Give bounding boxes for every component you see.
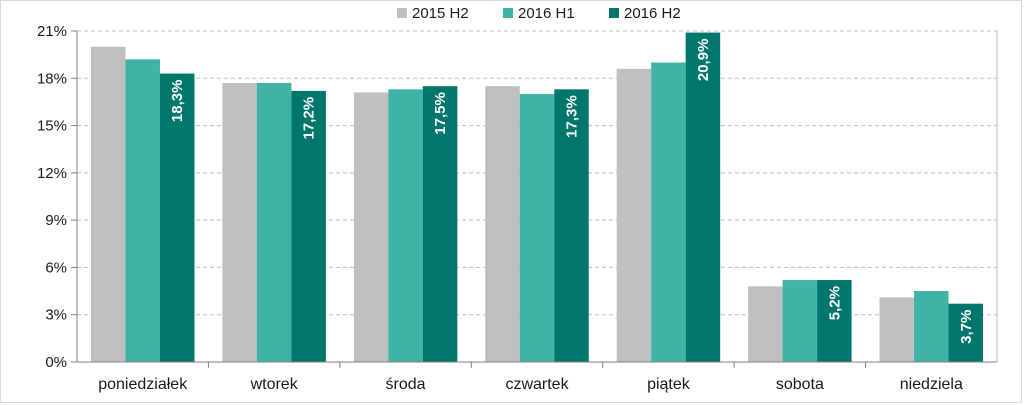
bar-2016-h1 <box>914 291 949 362</box>
x-category-label: piątek <box>647 376 691 393</box>
bar-2015-h2 <box>485 86 520 363</box>
bar-2016-h1 <box>256 83 292 362</box>
legend-label: 2016 H2 <box>624 5 681 22</box>
y-tick-label: 3% <box>45 307 67 324</box>
legend-label: 2015 H2 <box>412 5 469 22</box>
axes <box>76 31 997 368</box>
x-category-label: niedziela <box>900 376 963 393</box>
legend-label: 2016 H1 <box>518 5 575 22</box>
bar-2016-h1 <box>651 62 686 363</box>
legend-swatch <box>609 8 619 18</box>
bar-2015-h2 <box>90 46 126 363</box>
y-tick-label: 6% <box>45 259 67 276</box>
bar-2016-h2 <box>948 303 984 362</box>
data-label: 18,3% <box>169 80 186 123</box>
bar-2015-h2 <box>222 83 257 362</box>
bar-2016-h2 <box>291 90 326 363</box>
x-category-label: wtorek <box>250 376 299 393</box>
y-axis-ticks: 0% 3% 6% 9% 12% 15% 18% 21% <box>37 23 77 371</box>
x-category-label: sobota <box>776 376 824 393</box>
bar-2016-h2 <box>685 32 721 362</box>
legend-swatch <box>397 8 407 18</box>
y-tick-label: 9% <box>45 212 67 229</box>
x-category-label: środa <box>386 376 426 393</box>
bar-2016-h1 <box>388 89 423 363</box>
y-tick-label: 0% <box>45 354 67 371</box>
data-label: 3,7% <box>958 310 975 344</box>
bar-2015-h2 <box>748 286 783 362</box>
data-label: 5,2% <box>826 286 843 320</box>
bar-2015-h2 <box>616 68 652 362</box>
bar-2016-h1 <box>125 59 160 362</box>
y-tick-label: 12% <box>37 165 67 182</box>
x-axis-labels: poniedziałek wtorek środa czwartek piątek sob… <box>98 376 963 393</box>
data-labels: 18,3% 17,2% 17,5% 17,3% 20,9% 5,2% 3,7% <box>169 39 975 344</box>
legend: 2015 H2 2016 H1 2016 H2 <box>397 5 681 22</box>
bar-2016-h2 <box>554 89 589 363</box>
x-category-label: poniedziałek <box>98 376 188 393</box>
y-tick-label: 15% <box>37 118 67 135</box>
bar-2015-h2 <box>879 297 915 362</box>
y-tick-label: 21% <box>37 23 67 40</box>
data-label: 20,9% <box>695 39 712 82</box>
y-tick-label: 18% <box>37 70 67 87</box>
data-label: 17,5% <box>432 92 449 135</box>
bar-2016-h1 <box>782 280 818 362</box>
data-label: 17,2% <box>301 97 318 140</box>
bar-2016-h2 <box>817 280 852 362</box>
legend-swatch <box>503 8 513 18</box>
data-label: 17,3% <box>564 95 581 138</box>
bars-group <box>90 32 984 363</box>
x-category-label: czwartek <box>505 376 569 393</box>
bar-2015-h2 <box>353 92 389 362</box>
bar-2016-h2 <box>422 86 458 363</box>
bar-2016-h1 <box>519 94 555 363</box>
bar-2016-h2 <box>159 73 195 363</box>
